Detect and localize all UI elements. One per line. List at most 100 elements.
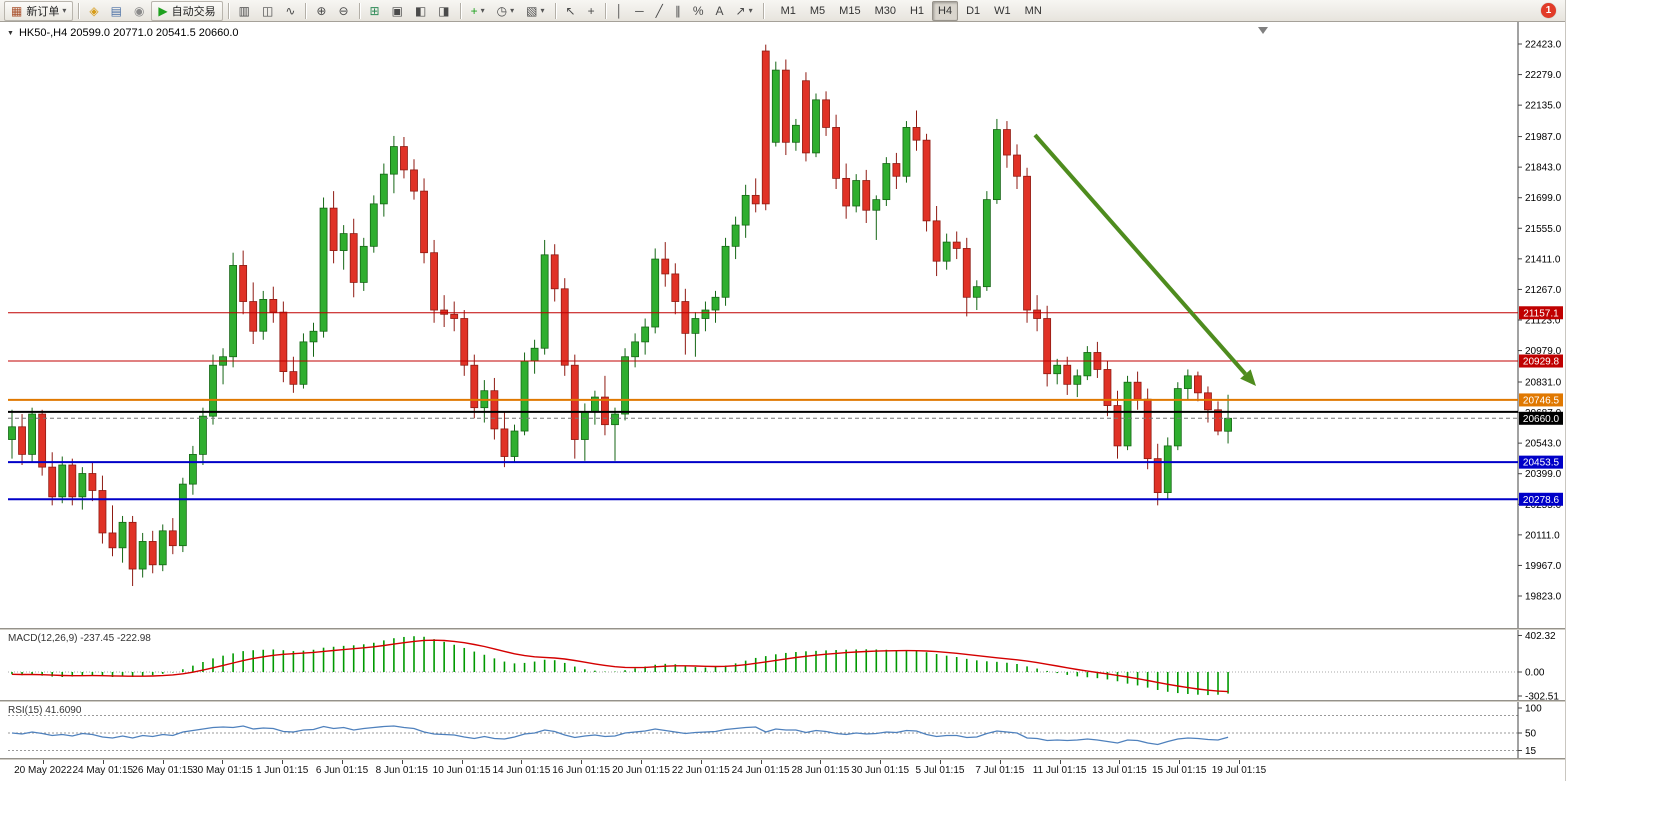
panel-splitter[interactable] [0, 628, 1566, 630]
rsi-axis-label: 15 [1525, 746, 1537, 757]
new-order-button[interactable]: ▦ 新订单 ▾ [4, 0, 74, 21]
macd-axis-label: 402.32 [1525, 631, 1556, 642]
rsi-axis-label: 100 [1525, 704, 1542, 715]
time-axis-label: 22 Jun 01:15 [671, 765, 730, 776]
macd-panel[interactable]: 402.32 0.00 -302.51 [0, 630, 1566, 700]
zoom-in-icon: ⊕ [316, 3, 327, 18]
timeframe-m5-button[interactable]: M5 [809, 4, 826, 17]
autotrading-button[interactable]: ▶ 自动交易 [151, 0, 223, 21]
time-axis-tick [999, 760, 1001, 764]
dropdown-arrow-icon: ▾ [540, 6, 545, 15]
rsi-label: RSI(15) 41.6090 [8, 705, 82, 716]
rsi-panel[interactable]: 100 50 15 [0, 702, 1566, 758]
timeframe-h1-button[interactable]: H1 [909, 4, 925, 17]
time-axis[interactable]: 20 May 2022 24 May 01:15 26 May 01:15 30 Ma… [0, 760, 1566, 781]
fibonacci-icon[interactable]: % [688, 1, 709, 21]
rsi-axis-label: 50 [1525, 729, 1537, 740]
arrange-windows-icon[interactable]: ◧ [410, 1, 431, 21]
time-axis-label: 20 May 2022 [14, 765, 72, 776]
price-scale[interactable]: 22423.0 22279.0 22135.0 21987.0 21843.0 21699… [1518, 40, 1562, 603]
price-axis-label: 21411.0 [1525, 254, 1561, 265]
time-axis-tick [102, 760, 104, 764]
period-icon[interactable]: ◷ ▾ [492, 1, 520, 21]
arrows-icon[interactable]: ↗ ▾ [731, 1, 758, 21]
time-axis-label: 10 Jun 01:15 [432, 765, 491, 776]
template-icon[interactable]: ▧ ▾ [521, 1, 549, 21]
horizontal-line-icon: ─ [635, 3, 644, 18]
timeframe-w1-button[interactable]: W1 [994, 4, 1011, 17]
price-axis-label: 21555.0 [1525, 224, 1562, 235]
zoom-out-icon[interactable]: ⊖ [333, 1, 353, 21]
channel-icon: ∥ [674, 3, 681, 18]
time-axis-tick [401, 760, 403, 764]
text-label-icon: A [715, 3, 724, 18]
vertical-line-icon[interactable]: │ [611, 1, 629, 21]
toolbar-separator [227, 2, 229, 19]
market-watch-icon[interactable]: ◉ [129, 1, 149, 21]
cursor-icon: ↖ [565, 3, 576, 18]
macd-axis-label: 0.00 [1525, 668, 1545, 679]
zoom-in-icon[interactable]: ⊕ [311, 1, 331, 21]
chart-shift-marker-icon [1258, 27, 1268, 34]
time-axis-label: 30 Jun 01:15 [851, 765, 910, 776]
cursor-icon[interactable]: ↖ [561, 1, 581, 21]
macd-label: MACD(12,26,9) -237.45 -222.98 [8, 633, 151, 644]
market-watch-icon: ◉ [133, 3, 145, 18]
time-axis-tick [1179, 760, 1181, 764]
trend-arrow-line[interactable] [1033, 133, 1247, 376]
timeframe-h4-button[interactable]: H4 [932, 0, 959, 21]
notification-badge[interactable]: 1 [1541, 3, 1556, 18]
horizontal-line-icon[interactable]: ─ [630, 1, 649, 21]
panel-splitter[interactable] [0, 700, 1566, 702]
cascade-windows-icon[interactable]: ▣ [387, 1, 408, 21]
tile-windows-icon[interactable]: ⊞ [365, 1, 385, 21]
timeframe-m30-button[interactable]: M30 [874, 4, 896, 17]
time-axis-tick [162, 760, 164, 764]
new-order-button-label: 新订单 [26, 5, 60, 18]
macd-signal-line [11, 639, 1229, 693]
chart-plot[interactable]: 22423.0 22279.0 22135.0 21987.0 21843.0 21699… [0, 22, 1566, 628]
time-axis-tick [342, 760, 343, 764]
one-click-trading-toggle-icon[interactable]: ▼ [7, 29, 14, 37]
timeframe-d1-button[interactable]: D1 [966, 4, 981, 17]
bar-chart-icon[interactable]: ▥ [234, 1, 255, 21]
channel-icon[interactable]: ∥ [670, 1, 686, 21]
price-axis-label: 20979.0 [1525, 346, 1562, 357]
time-axis-label: 6 Jun 01:15 [315, 765, 369, 776]
trendline-icon: ╱ [655, 3, 663, 18]
time-axis-label: 24 Jun 01:15 [731, 765, 790, 776]
rsi-line [11, 725, 1229, 746]
new-chart-icon: + [470, 3, 478, 18]
time-axis-tick [581, 760, 583, 764]
timeframe-mn-button[interactable]: MN [1024, 4, 1042, 17]
new-chart-icon[interactable]: + ▾ [466, 1, 490, 21]
profiles-icon[interactable]: ▤ [106, 1, 127, 21]
price-level-badge-text: 20453.5 [1523, 458, 1560, 469]
time-axis-label: 7 Jul 01:15 [975, 765, 1025, 776]
template-icon: ▧ [526, 3, 538, 18]
candlestick-chart-icon[interactable]: ◫ [257, 1, 278, 21]
auto-arrange-icon[interactable]: ◨ [433, 1, 454, 21]
timeframe-m15-button[interactable]: M15 [839, 4, 861, 17]
time-axis-tick [1059, 760, 1061, 764]
time-axis-label: 11 Jul 01:15 [1032, 765, 1087, 776]
dropdown-arrow-icon: ▾ [748, 6, 753, 15]
alerts-icon[interactable]: ◈ [84, 1, 103, 21]
autotrading-button-label: 自动交易 [171, 5, 216, 18]
zoom-out-icon: ⊖ [338, 3, 349, 18]
price-axis-label: 19823.0 [1525, 592, 1562, 603]
line-chart-icon[interactable]: ∿ [280, 1, 300, 21]
trend-arrow-head-icon [1240, 369, 1256, 386]
price-axis-label: 19967.0 [1525, 561, 1562, 572]
current-price-badge-text: 20660.0 [1523, 414, 1560, 425]
time-axis-label: 26 May 01:15 [132, 765, 193, 776]
toolbar-separator [604, 2, 606, 19]
trendline-icon[interactable]: ╱ [651, 1, 668, 21]
time-axis-label: 24 May 01:15 [72, 765, 134, 776]
price-level-badge [1519, 455, 1563, 469]
macd-histogram [11, 636, 1229, 696]
crosshair-icon[interactable]: + [583, 1, 600, 21]
panel-splitter[interactable] [0, 758, 1566, 760]
text-label-icon[interactable]: A [711, 1, 729, 21]
timeframe-m1-button[interactable]: M1 [780, 4, 796, 17]
